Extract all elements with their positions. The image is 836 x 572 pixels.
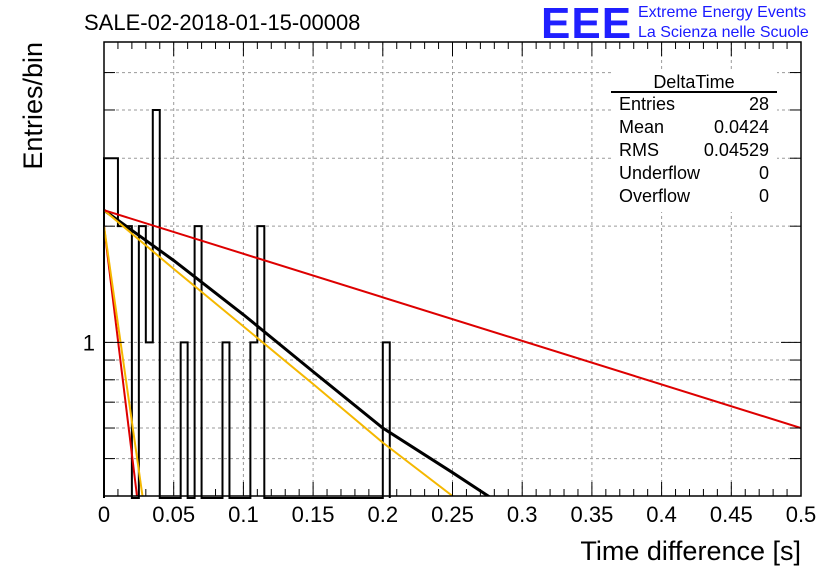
histogram-bars [103, 108, 391, 499]
fit-curves [104, 208, 801, 496]
stats-label: Mean [619, 117, 664, 137]
histogram-bin [181, 342, 188, 498]
axis-labels: 0 0.05 0.1 0.15 0.2 0.25 0.3 0.35 0.4 0.45 0.5 1 Tim… [18, 42, 816, 566]
histogram-outline [103, 108, 391, 499]
histogram-bin [153, 110, 160, 498]
y-tick-label: 1 [83, 330, 95, 355]
x-tick-label: 0.05 [152, 502, 195, 527]
histogram-bin [139, 226, 146, 498]
stats-label: Underflow [619, 163, 701, 183]
x-tick-label: 0 [98, 502, 110, 527]
x-tick-label: 0.35 [570, 502, 613, 527]
x-tick-label: 0.45 [710, 502, 753, 527]
x-tick-label: 0.25 [431, 502, 474, 527]
histogram-bin [146, 342, 153, 498]
fit-curve [104, 209, 455, 496]
logo-line-1: Extreme Energy Events [638, 4, 807, 21]
histogram-bin [195, 226, 202, 498]
stats-value: 0.0424 [714, 117, 769, 137]
x-tick-label: 0.2 [368, 502, 399, 527]
chart-title: SALE-02-2018-01-15-00008 [84, 10, 361, 35]
x-tick-label: 0.4 [646, 502, 677, 527]
axis-ticks [103, 41, 802, 497]
stats-background [611, 72, 777, 212]
histogram-bin [383, 342, 390, 498]
stats-name: DeltaTime [653, 72, 734, 92]
stats-label: Entries [619, 94, 675, 114]
histogram-bin [125, 226, 132, 498]
fit-curve [104, 209, 801, 429]
fit-curve [104, 226, 144, 496]
fit-curve [104, 226, 138, 496]
fit-curve [104, 208, 491, 496]
stats-value: 0 [759, 163, 769, 183]
x-tick-label: 0.5 [786, 502, 817, 527]
x-tick-label: 0.3 [507, 502, 538, 527]
y-axis-title: Entries/bin [18, 42, 48, 170]
x-tick-label: 0.15 [292, 502, 335, 527]
eee-logo-mark: EEE [541, 0, 633, 48]
stats-value: 0.04529 [704, 140, 769, 160]
x-axis-title: Time difference [s] [580, 536, 801, 566]
x-tick-label: 0.1 [228, 502, 259, 527]
stats-label: RMS [619, 140, 659, 160]
histogram-bin [250, 342, 257, 498]
logo-line-2: La Scienza nelle Scuole [638, 24, 809, 41]
histogram-bin [257, 226, 264, 498]
stats-label: Overflow [619, 186, 691, 206]
stats-value: 0 [759, 186, 769, 206]
stats-value: 28 [749, 94, 769, 114]
histogram-bin [222, 342, 229, 498]
